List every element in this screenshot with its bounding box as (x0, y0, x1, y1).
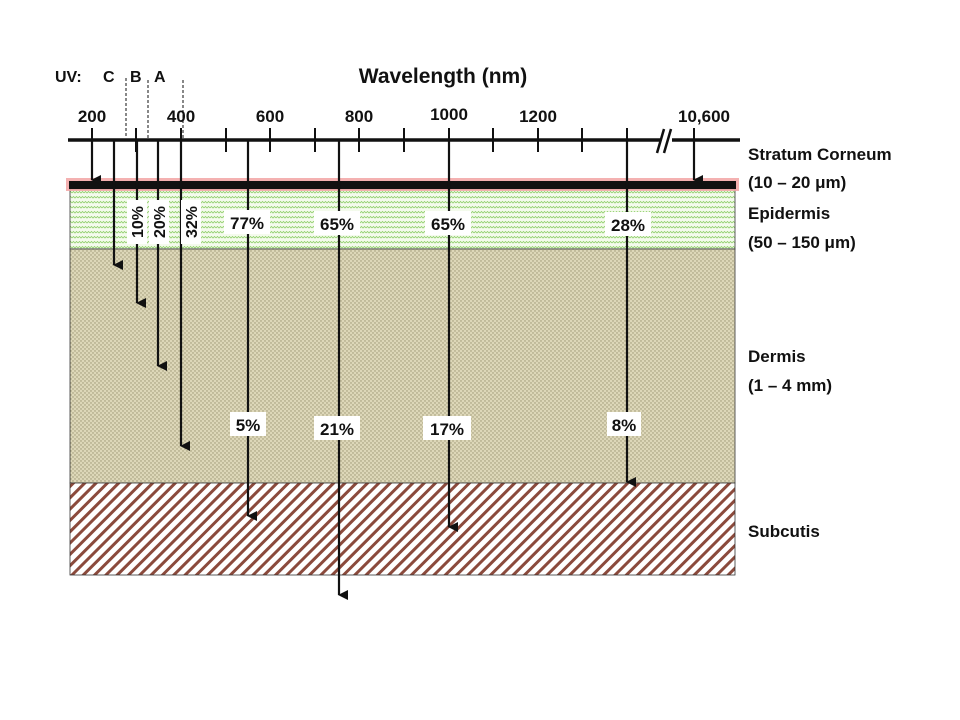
pct-uva-long-epidermis: 32% (181, 200, 201, 244)
pct-600-epidermis: 77% (224, 210, 270, 234)
pct-uvb-epidermis: 10% (127, 200, 147, 244)
stratum-corneum-label: Stratum Corneum (748, 145, 892, 164)
axis-break-mark-2 (662, 128, 673, 154)
subcutis-label: Subcutis (748, 522, 820, 541)
svg-text:17%: 17% (430, 420, 464, 439)
epidermis-depth: (50 – 150 μm) (748, 233, 856, 252)
stratum-corneum-depth: (10 – 20 μm) (748, 173, 846, 192)
svg-text:32%: 32% (184, 206, 201, 238)
pct-uva-short-epidermis: 20% (149, 200, 169, 244)
axis-break-mark-1 (655, 128, 666, 154)
svg-text:8%: 8% (612, 416, 637, 435)
uv-c-label: C (103, 69, 115, 86)
tick-label-1000: 1000 (430, 105, 468, 124)
tick-label-400: 400 (167, 107, 195, 126)
svg-text:65%: 65% (320, 215, 354, 234)
tick-label-10600: 10,600 (678, 107, 730, 126)
svg-text:21%: 21% (320, 420, 354, 439)
pct-ir-dermis: 8% (607, 412, 641, 436)
pct-1000-dermis: 17% (423, 416, 471, 440)
pct-600-dermis: 5% (230, 412, 266, 436)
dermis-label: Dermis (748, 347, 806, 366)
tick-label-600: 600 (256, 107, 284, 126)
dermis-depth: (1 – 4 mm) (748, 376, 832, 395)
svg-text:77%: 77% (230, 214, 264, 233)
tick-label-800: 800 (345, 107, 373, 126)
tick-label-1200: 1200 (519, 107, 557, 126)
pct-800-epidermis: 65% (314, 211, 360, 235)
pct-800-dermis: 21% (314, 416, 360, 440)
diagram-title: Wavelength (nm) (359, 65, 527, 88)
svg-text:28%: 28% (611, 216, 645, 235)
pct-1000-epidermis: 65% (425, 211, 471, 235)
svg-text:5%: 5% (236, 416, 261, 435)
svg-text:10%: 10% (130, 206, 147, 238)
tick-label-200: 200 (78, 107, 106, 126)
uv-b-label: B (130, 69, 142, 86)
pct-ir-epidermis: 28% (605, 212, 651, 236)
svg-text:65%: 65% (431, 215, 465, 234)
subcutis-layer (69, 482, 736, 576)
dermis-layer (69, 248, 736, 484)
stratum-corneum-layer (69, 181, 736, 189)
epidermis-label: Epidermis (748, 204, 830, 223)
svg-text:20%: 20% (152, 206, 169, 238)
uv-a-label: A (154, 69, 166, 86)
uv-label: UV: (55, 69, 82, 86)
